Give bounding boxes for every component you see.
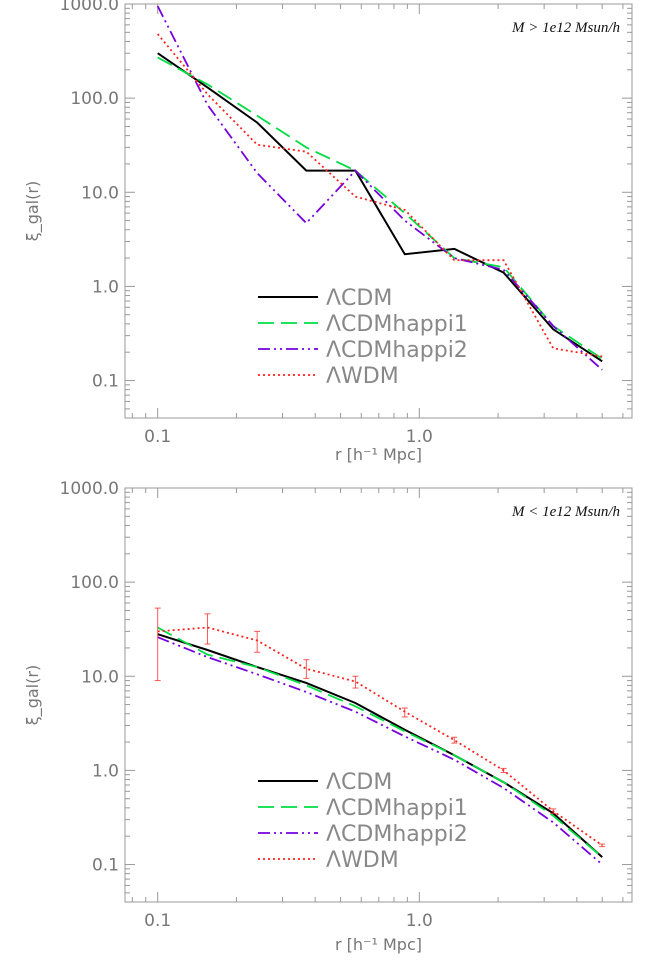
y-tick-label: 1000.0 [60,0,119,15]
y-tick-label: 1.0 [92,761,119,781]
y-tick-label: 10.0 [81,667,119,687]
series-line-1 [157,52,603,363]
legend-label: ΛCDMhappi2 [326,338,468,363]
y-tick-label: 10.0 [81,183,119,203]
mass-annotation: M < 1e12 Msun/h [511,504,620,520]
series-line-1 [157,633,603,858]
y-tick-label: 0.1 [92,856,119,876]
y-tick-label: 100.0 [70,89,119,109]
legend-label: ΛWDM [326,848,399,873]
legend-label: ΛCDMhappi2 [326,822,468,847]
legend-label: ΛCDM [326,286,392,311]
legend-label: ΛCDM [326,770,392,795]
series-line-4 [157,626,603,847]
series-line-4 [157,33,603,358]
x-axis-title: r [h⁻¹ Mpc] [335,445,422,464]
mass-annotation: M > 1e12 Msun/h [511,20,620,36]
x-tick-label: 0.1 [144,911,171,931]
y-tick-label: 1000.0 [60,479,119,499]
legend-label: ΛCDMhappi1 [326,312,468,337]
y-tick-label: 1.0 [92,277,119,297]
y-tick-label: 100.0 [70,573,119,593]
y-tick-label: 0.1 [92,372,119,392]
legend-label: ΛWDM [326,364,399,389]
x-axis-title: r [h⁻¹ Mpc] [335,935,422,954]
series-line-2 [157,626,603,858]
series-line-3 [156,5,603,371]
x-tick-label: 0.1 [144,427,171,447]
series-line-2 [157,56,603,360]
series-line-3 [157,636,603,866]
y-axis-title: ξ_gal(r) [23,665,43,725]
x-tick-label: 1.0 [406,911,433,931]
legend-label: ΛCDMhappi1 [326,796,468,821]
chart-panel-2: 0.1 1.0 10.0 100.0 1000.0 0.1 1.0 r [h⁻¹ Mpc] ξ_… [23,479,633,954]
x-tick-label: 1.0 [406,427,433,447]
y-axis-title: ξ_gal(r) [23,181,43,241]
